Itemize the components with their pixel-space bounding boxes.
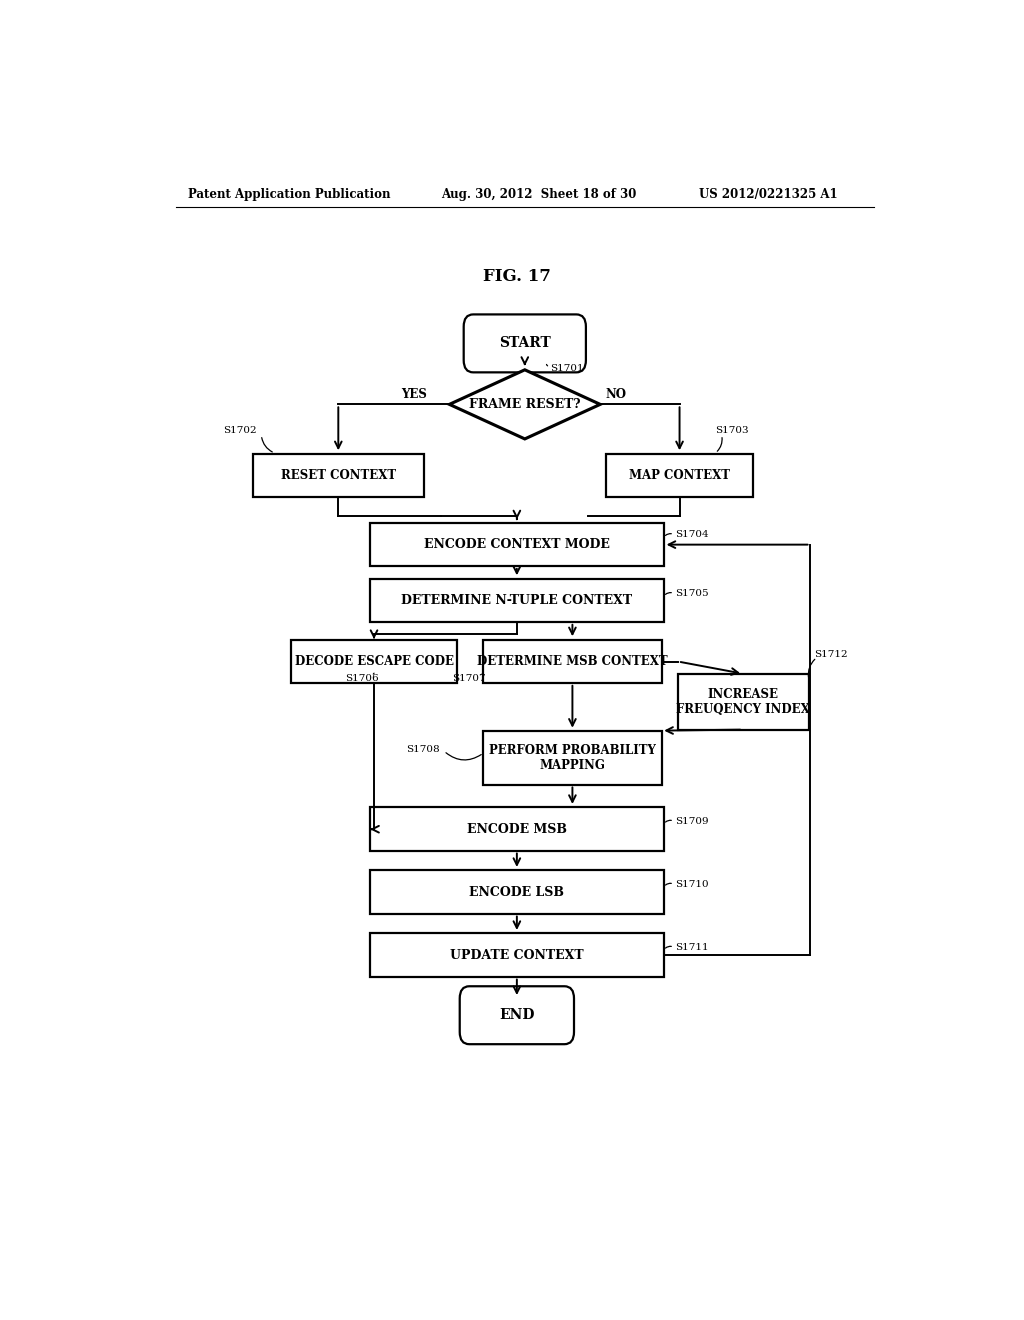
Text: ENCODE CONTEXT MODE: ENCODE CONTEXT MODE [424, 539, 610, 552]
Text: S1702: S1702 [223, 426, 257, 436]
Bar [606, 454, 753, 498]
Bar [483, 640, 662, 684]
Bar [370, 933, 664, 977]
Text: US 2012/0221325 A1: US 2012/0221325 A1 [699, 189, 838, 202]
Text: S1704: S1704 [676, 529, 710, 539]
Text: NO: NO [605, 388, 627, 401]
Bar [253, 454, 424, 498]
Text: S1707: S1707 [453, 675, 486, 684]
Text: DECODE ESCAPE CODE: DECODE ESCAPE CODE [295, 655, 454, 668]
FancyBboxPatch shape [460, 986, 574, 1044]
Bar [370, 578, 664, 623]
Text: UPDATE CONTEXT: UPDATE CONTEXT [451, 949, 584, 962]
Text: DETERMINE N-TUPLE CONTEXT: DETERMINE N-TUPLE CONTEXT [401, 594, 633, 607]
Text: S1709: S1709 [676, 817, 710, 825]
Text: FIG. 17: FIG. 17 [483, 268, 551, 285]
Text: RESET CONTEXT: RESET CONTEXT [281, 469, 396, 482]
Text: Patent Application Publication: Patent Application Publication [187, 189, 390, 202]
Polygon shape [450, 370, 600, 440]
Bar [370, 870, 664, 913]
Bar [678, 675, 809, 730]
Text: S1712: S1712 [814, 649, 848, 659]
Text: S1701: S1701 [550, 364, 584, 374]
Text: PERFORM PROBABILITY
MAPPING: PERFORM PROBABILITY MAPPING [489, 744, 655, 772]
FancyBboxPatch shape [464, 314, 586, 372]
Bar [370, 523, 664, 566]
Text: DETERMINE MSB CONTEXT: DETERMINE MSB CONTEXT [477, 655, 668, 668]
Text: S1711: S1711 [676, 942, 710, 952]
Text: S1706: S1706 [345, 675, 379, 684]
Text: START: START [499, 337, 551, 350]
Text: INCREASE
FREUQENCY INDEX: INCREASE FREUQENCY INDEX [676, 688, 810, 717]
Text: Aug. 30, 2012  Sheet 18 of 30: Aug. 30, 2012 Sheet 18 of 30 [441, 189, 637, 202]
Text: ENCODE MSB: ENCODE MSB [467, 822, 567, 836]
Text: FRAME RESET?: FRAME RESET? [469, 397, 581, 411]
Text: MAP CONTEXT: MAP CONTEXT [629, 469, 730, 482]
Bar [291, 640, 458, 684]
Text: ENCODE LSB: ENCODE LSB [469, 886, 564, 899]
Text: S1705: S1705 [676, 589, 710, 598]
Text: END: END [499, 1008, 535, 1022]
Text: S1703: S1703 [715, 426, 749, 436]
Text: S1708: S1708 [407, 746, 440, 755]
Text: YES: YES [400, 388, 427, 401]
Text: S1710: S1710 [676, 879, 710, 888]
Bar [483, 731, 662, 785]
Bar [370, 808, 664, 851]
